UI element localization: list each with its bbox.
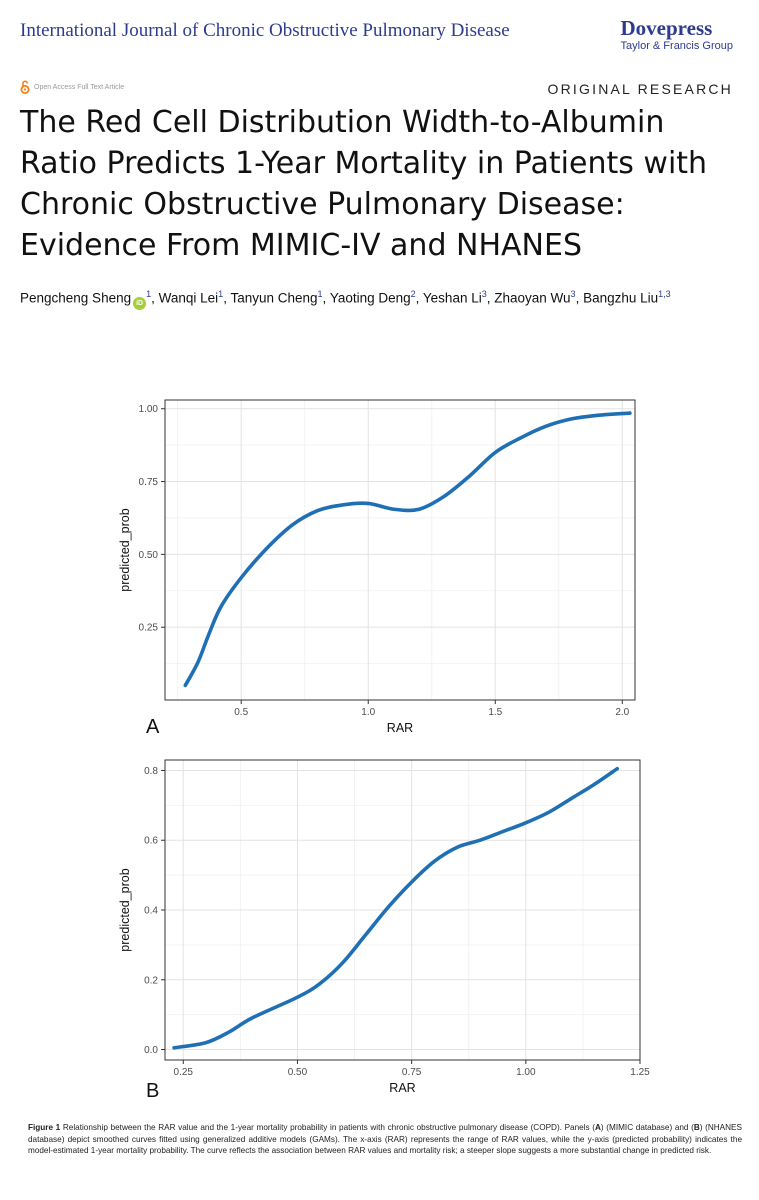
author-affiliation[interactable]: 3 bbox=[570, 289, 576, 299]
author-name[interactable]: Yaoting Deng bbox=[329, 290, 411, 306]
article-title: The Red Cell Distribution Width-to-Album… bbox=[20, 105, 708, 263]
y-axis-label: predicted_prob bbox=[118, 868, 132, 951]
author-affiliation[interactable]: 1 bbox=[146, 289, 152, 299]
author-affiliation[interactable]: 1 bbox=[317, 289, 323, 299]
x-tick-label: 1.00 bbox=[516, 1067, 536, 1078]
y-tick-label: 1.00 bbox=[139, 404, 159, 415]
publisher-group: Taylor & Francis Group bbox=[620, 40, 733, 52]
panel-label: B bbox=[146, 1080, 159, 1102]
author-name[interactable]: Yeshan Li bbox=[422, 290, 482, 306]
figure-panel-a: 0.5 1.0 1.5 2.0 0.25 0.50 0.75 1.00 RAR predicted… bbox=[118, 399, 636, 738]
author-list: Pengcheng Sheng iD1, Wanqi Lei1, Tanyun C… bbox=[20, 284, 740, 310]
author-name[interactable]: Wanqi Lei bbox=[158, 290, 219, 306]
y-tick-label: 0.25 bbox=[139, 623, 159, 634]
x-tick-label: 0.75 bbox=[402, 1067, 422, 1078]
open-access-label: Open Access Full Text Article bbox=[34, 83, 125, 91]
open-access-badge: Open Access Full Text Article bbox=[20, 80, 124, 94]
article-type-label: ORIGINAL RESEARCH bbox=[547, 81, 733, 97]
journal-title[interactable]: International Journal of Chronic Obstruc… bbox=[20, 20, 510, 41]
y-tick-label: 0.50 bbox=[139, 550, 159, 561]
x-tick-label: 0.25 bbox=[174, 1067, 194, 1078]
x-tick-label: 0.50 bbox=[288, 1067, 308, 1078]
orcid-icon[interactable]: iD bbox=[133, 296, 147, 310]
y-tick-label: 0.8 bbox=[144, 766, 158, 777]
author-name[interactable]: Bangzhu Liu bbox=[583, 290, 659, 306]
plot-border bbox=[164, 399, 636, 701]
caption-text: ) (MIMIC database) and ( bbox=[600, 1123, 694, 1132]
x-axis-label: RAR bbox=[387, 721, 413, 735]
caption-text: Relationship between the RAR value and t… bbox=[62, 1123, 595, 1132]
x-axis-label: RAR bbox=[389, 1081, 415, 1095]
y-tick-label: 0.75 bbox=[139, 477, 159, 488]
y-tick-label: 0.2 bbox=[144, 975, 158, 986]
caption-panel-ref: B bbox=[693, 1123, 700, 1132]
author-affiliation[interactable]: 2 bbox=[410, 289, 416, 299]
figure-label: Figure 1 bbox=[28, 1123, 61, 1132]
x-tick-label: 1.25 bbox=[630, 1067, 650, 1078]
y-tick-label: 0.0 bbox=[144, 1045, 158, 1056]
publisher-logo[interactable]: Dovepress Taylor & Francis Group bbox=[621, 16, 733, 52]
author-affiliation[interactable]: 1,3 bbox=[658, 289, 671, 299]
x-tick-label: 0.5 bbox=[234, 707, 248, 718]
series-line-predicted-prob bbox=[183, 411, 632, 688]
x-tick-label: 1.0 bbox=[361, 707, 375, 718]
series-line-predicted-prob bbox=[172, 766, 619, 1050]
figure-panel-b: 0.25 0.50 0.75 1.00 1.25 0.0 0.2 0.4 0.6 0.8 RAR pr… bbox=[118, 759, 650, 1102]
author-affiliation[interactable]: 1 bbox=[218, 289, 224, 299]
author-name[interactable]: Pengcheng Sheng bbox=[20, 290, 132, 306]
y-tick-label: 0.4 bbox=[144, 906, 158, 917]
caption-text: ) (NHANES database) depict smoothed curv… bbox=[28, 1123, 742, 1155]
figure-caption: Figure 1 Relationship between the RAR va… bbox=[28, 1122, 742, 1157]
panel-label: A bbox=[146, 716, 160, 738]
y-tick-label: 0.6 bbox=[144, 836, 158, 847]
x-tick-label: 2.0 bbox=[615, 707, 629, 718]
author-name[interactable]: Zhaoyan Wu bbox=[494, 290, 571, 306]
caption-panel-ref: A bbox=[595, 1123, 601, 1132]
x-tick-label: 1.5 bbox=[488, 707, 502, 718]
open-access-lock-icon bbox=[20, 80, 30, 94]
plot-border bbox=[164, 759, 641, 1061]
author-name[interactable]: Tanyun Cheng bbox=[230, 290, 318, 306]
publisher-brand: Dovepress bbox=[620, 16, 713, 40]
author-affiliation[interactable]: 3 bbox=[481, 289, 487, 299]
y-axis-label: predicted_prob bbox=[118, 508, 132, 591]
